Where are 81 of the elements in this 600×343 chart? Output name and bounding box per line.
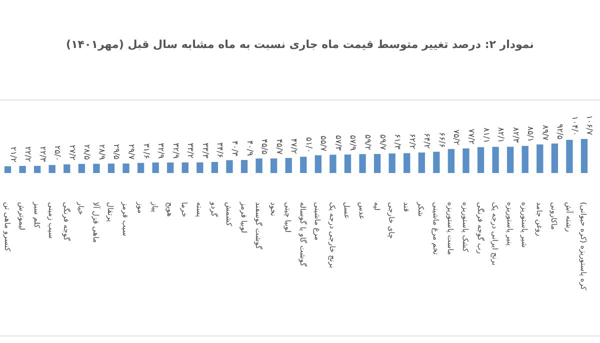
data-label: ۶۱/۳ xyxy=(393,134,402,150)
data-label: ۸۱/۱ xyxy=(482,128,491,144)
data-label: ۴۰/۳ xyxy=(230,140,240,157)
bar xyxy=(314,155,322,173)
bar xyxy=(359,154,366,173)
data-label: ۵۵/۷ xyxy=(319,136,328,152)
bar xyxy=(167,162,174,173)
bar xyxy=(477,147,484,173)
data-label: ۳۳/۲ xyxy=(186,142,196,158)
bar xyxy=(551,144,558,173)
data-label: ۲۲/۲ xyxy=(24,146,33,162)
bar xyxy=(566,140,573,173)
bar xyxy=(78,164,85,173)
data-label: ۵۹/۲ xyxy=(364,134,373,150)
bar xyxy=(448,149,455,173)
bar xyxy=(492,146,499,173)
data-label: ۵۷/۹ xyxy=(348,134,358,151)
data-label: ۳۱/۶ xyxy=(142,143,151,159)
data-label: ۶۲/۲ xyxy=(408,134,417,150)
bar xyxy=(536,144,544,173)
data-label: ۴۵/۷ xyxy=(274,138,284,156)
bar xyxy=(344,154,352,173)
data-label: ۸۹/۷ xyxy=(540,124,550,142)
bar xyxy=(19,166,26,173)
data-label: ۲۹/۵ xyxy=(112,144,122,160)
data-label: ۲۵/۰ xyxy=(53,145,62,162)
bar xyxy=(404,153,410,173)
data-label: ۵۱/۰ xyxy=(304,137,314,153)
bar xyxy=(285,158,292,173)
data-label: ۷۵/۲ xyxy=(452,129,462,146)
data-label: ۴۰/۹ xyxy=(245,140,254,156)
data-label: ۱۰۴/۰ xyxy=(570,116,580,136)
bar xyxy=(374,154,381,173)
data-label: ۳۲/۹ xyxy=(156,142,166,159)
bar xyxy=(580,139,588,173)
bar xyxy=(93,164,100,173)
bar xyxy=(388,153,396,173)
bar xyxy=(182,162,188,173)
bar xyxy=(418,152,425,173)
data-label: ۸۵/۱ xyxy=(526,126,536,142)
data-label: ۶۴/۲ xyxy=(422,132,432,149)
bar xyxy=(4,166,12,173)
data-label: ۲۷/۲ xyxy=(68,144,77,160)
bar xyxy=(122,164,130,173)
data-label: ۸۲/۳ xyxy=(511,127,520,144)
bar xyxy=(300,156,307,173)
data-label: ۲۹/۷ xyxy=(127,144,136,160)
data-label: ۵۷/۳ xyxy=(334,135,343,152)
bar xyxy=(226,160,233,173)
data-label: ۴۷/۲ xyxy=(290,138,299,154)
bar xyxy=(240,160,248,173)
data-label: ۳۳/۳ xyxy=(200,142,210,160)
data-label: ۸۲/۱ xyxy=(496,127,506,143)
data-label: ۱۰۶/۷ xyxy=(585,115,594,136)
bar xyxy=(256,158,262,173)
data-label: ۴۵/۵ xyxy=(260,138,270,154)
data-label: ۷۷/۲ xyxy=(466,128,476,144)
data-label: ۳۲/۹ xyxy=(171,142,180,159)
chart-title: نمودار ۲: درصد تغییر متوسط قیمت ماه جاری نسبت به ماه مشابه سال قبل (مهر۱۴۰۱) xyxy=(66,38,534,51)
data-label: ۹۲/۵ xyxy=(556,124,565,140)
bar xyxy=(137,162,144,173)
bar xyxy=(196,162,204,173)
bar xyxy=(211,162,218,173)
bar xyxy=(270,158,278,173)
bar xyxy=(48,165,56,173)
data-label: ۲۱/۲ xyxy=(8,146,18,162)
bar xyxy=(462,148,470,173)
bar xyxy=(330,154,336,173)
bar xyxy=(34,166,41,173)
data-label: ۳۴/۶ xyxy=(216,142,225,158)
data-label: ۲۸/۵ xyxy=(82,144,92,160)
bar xyxy=(507,146,514,173)
data-label: ۲۲/۳ xyxy=(38,146,48,163)
data-label: ۲۸/۹ xyxy=(97,144,106,160)
bar xyxy=(64,164,70,173)
data-label: ۵۹/۷ xyxy=(378,134,388,151)
data-label: ۶۶/۶ xyxy=(437,132,446,148)
bar xyxy=(108,164,115,173)
bar xyxy=(433,152,440,173)
bar xyxy=(522,146,528,173)
bar xyxy=(152,162,159,173)
